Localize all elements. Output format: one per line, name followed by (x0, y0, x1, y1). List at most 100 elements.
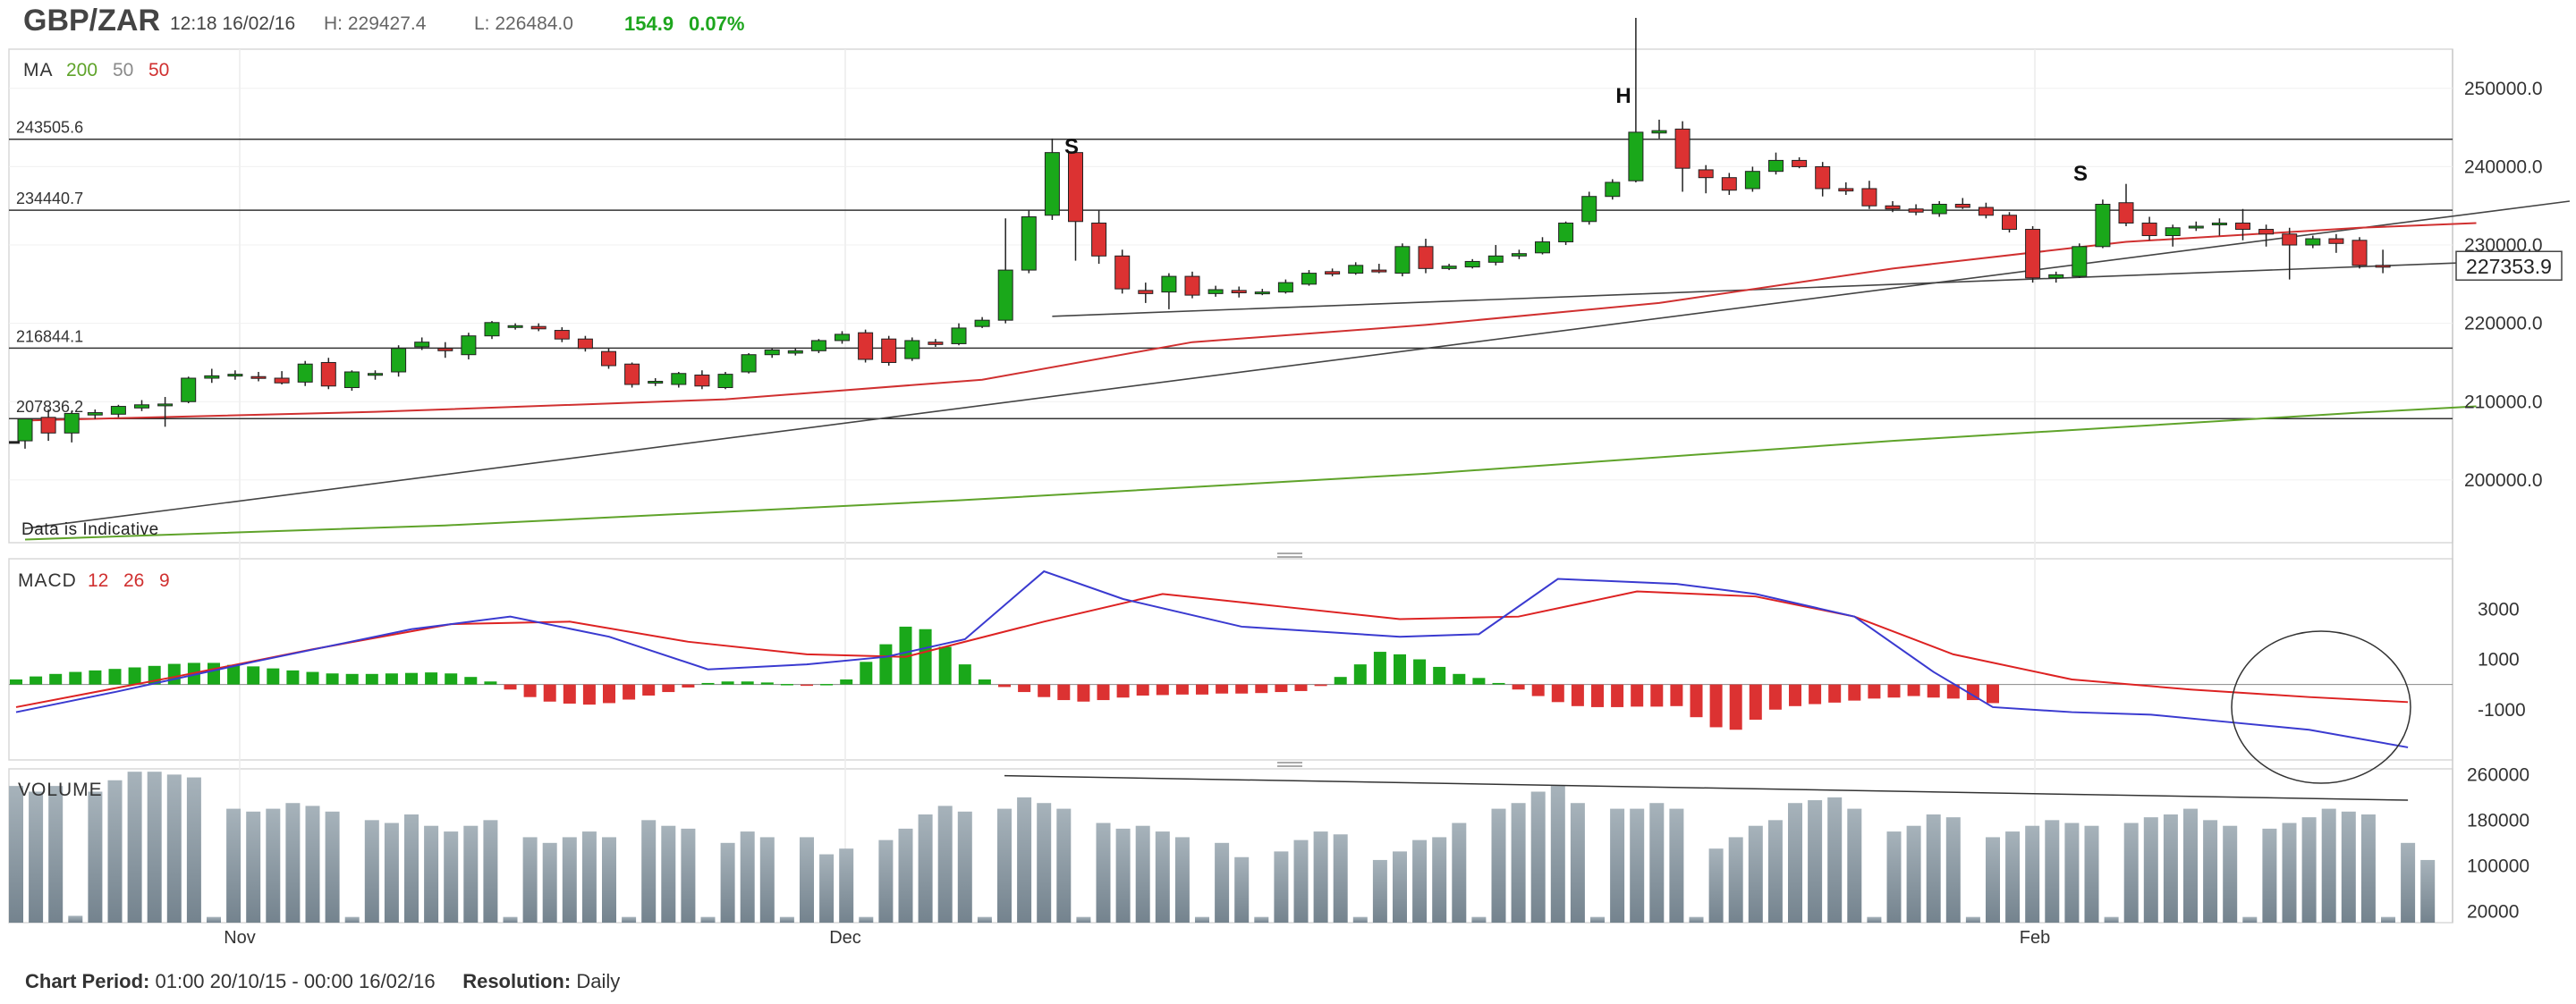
volume-bar (1551, 786, 1565, 923)
candle-body (2306, 239, 2320, 245)
candle-body (1536, 242, 1550, 253)
candle-body (1559, 224, 1573, 242)
panel-resize-handle[interactable] (1277, 553, 1302, 557)
macd-histogram-bar (89, 671, 101, 685)
volume-bar (1195, 917, 1209, 923)
volume-bar (483, 820, 497, 923)
volume-tick-label: 180000 (2467, 810, 2529, 831)
volume-bar (543, 843, 557, 923)
macd-histogram-bar (1157, 685, 1169, 696)
volume-bar (148, 772, 162, 923)
candle-body (1465, 261, 1479, 266)
macd-histogram-bar (1631, 685, 1643, 707)
volume-bar (938, 806, 953, 923)
candle-body (2049, 274, 2063, 278)
macd-chart (9, 571, 2453, 783)
macd-histogram-bar (1868, 685, 1880, 699)
volume-bar (128, 772, 142, 923)
macd-histogram-bar (879, 645, 892, 685)
macd-histogram-bar (939, 646, 952, 684)
candle-body (882, 339, 896, 362)
candle-body (1419, 247, 1433, 269)
candle-body (602, 351, 616, 366)
macd-histogram-bar (1176, 685, 1189, 695)
volume-bar (1788, 803, 1802, 923)
macd-histogram-bar (1472, 678, 1485, 684)
volume-bar (1412, 840, 1427, 923)
volume-bar (1590, 917, 1605, 923)
volume-bar (88, 791, 102, 923)
volume-bar (444, 831, 458, 923)
level-label: 234440.7 (16, 190, 83, 207)
candle-body (2026, 230, 2040, 278)
macd-histogram-bar (1097, 685, 1110, 700)
resolution-value: Daily (576, 970, 620, 992)
candle-body (952, 328, 966, 344)
candle-body (135, 405, 149, 409)
candle-body (1488, 256, 1503, 262)
volume-bar (1274, 851, 1288, 923)
volume-bar (2401, 843, 2415, 923)
macd-histogram-bar (346, 674, 359, 685)
macd-histogram-bar (10, 679, 22, 685)
macd-histogram-bar (1374, 652, 1386, 685)
candle-body (648, 382, 663, 384)
candle-body (741, 355, 756, 372)
candle-body (228, 375, 242, 376)
macd-histogram-bar (1235, 685, 1248, 694)
volume-bar (167, 774, 182, 923)
macd-histogram-bar (583, 685, 596, 705)
panel-resize-handle[interactable] (1277, 763, 1302, 766)
price-tick-label: 240000.0 (2464, 156, 2543, 177)
candle-body (2003, 215, 2017, 230)
volume-bar (2420, 860, 2435, 923)
candle-body (1232, 291, 1246, 293)
volume-bar (226, 809, 241, 923)
volume-bar (1729, 837, 1743, 923)
macd-histogram-bar (307, 672, 319, 685)
volume-bar (1986, 837, 2000, 923)
macd-histogram-bar (267, 669, 279, 685)
volume-tick-label: 20000 (2467, 901, 2519, 922)
candle-body (672, 374, 686, 384)
candle-body (2189, 226, 2203, 228)
volume-bar (2005, 831, 2020, 923)
volume-bar (1215, 843, 1229, 923)
candle-body (1162, 276, 1176, 292)
macd-histogram-bar (1650, 685, 1663, 707)
macd-histogram-bar (702, 683, 715, 685)
volume-bar (741, 831, 755, 923)
price-tick-label: 210000.0 (2464, 392, 2543, 412)
volume-bar (2302, 817, 2317, 923)
ma-legend-title: MA (23, 60, 54, 80)
volume-bar (1175, 837, 1190, 923)
volume-bar (760, 837, 775, 923)
volume-bar (424, 826, 438, 923)
level-label: 216844.1 (16, 327, 83, 345)
volume-bar (29, 791, 43, 923)
candle-body (111, 407, 125, 415)
candle-body (205, 375, 219, 378)
macd-histogram-bar (1611, 685, 1623, 707)
macd-histogram-bar (1750, 685, 1762, 720)
volume-bar (187, 778, 201, 923)
volume-bar (1531, 791, 1546, 923)
macd-histogram-bar (30, 677, 42, 685)
macd-panel-frame (9, 559, 2453, 760)
candle-body (508, 325, 522, 327)
macd-histogram-bar (603, 685, 615, 704)
volume-bar (2164, 814, 2178, 923)
candle-body (1745, 172, 1759, 189)
candle-body (765, 350, 779, 354)
volume-bar (1808, 800, 1822, 923)
macd-histogram-bar (504, 685, 517, 690)
volume-bar (1887, 831, 1902, 923)
candle-body (438, 349, 453, 351)
volume-bar (1492, 809, 1506, 923)
macd-histogram-bar (998, 685, 1011, 688)
volume-legend-title: VOLUME (18, 780, 103, 800)
candle-body (811, 341, 826, 350)
volume-bar (1314, 831, 1328, 923)
macd-histogram-bar (564, 685, 576, 704)
